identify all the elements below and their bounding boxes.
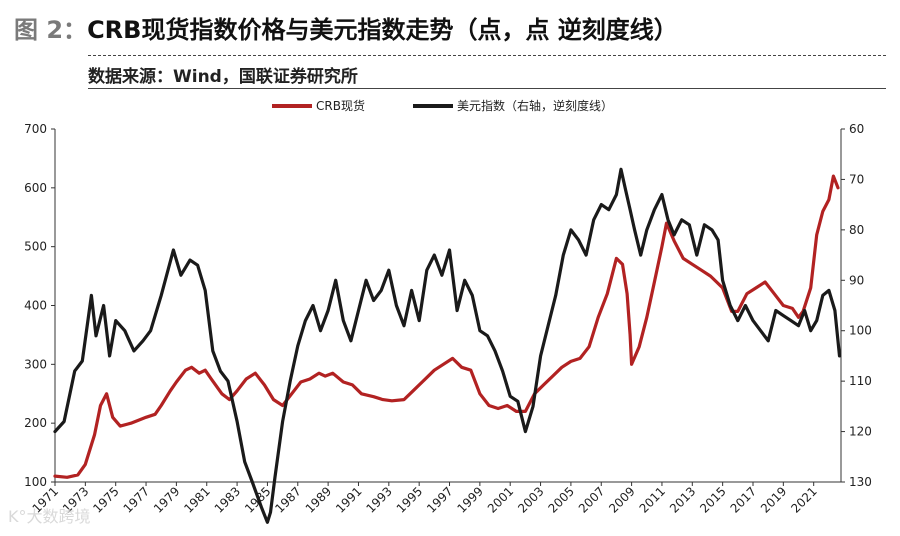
left-tick-label: 200 xyxy=(24,416,47,430)
x-tick-label: 1975 xyxy=(90,484,121,515)
left-tick-label: 300 xyxy=(24,357,47,371)
left-tick-label: 100 xyxy=(24,475,47,489)
chart-plot-area xyxy=(53,167,842,524)
x-tick-label: 2005 xyxy=(546,484,577,515)
legend-label-crb: CRB现货 xyxy=(316,98,365,113)
x-tick-label: 2007 xyxy=(576,484,607,515)
crb-spot-line xyxy=(53,174,840,479)
x-tick-label: 2021 xyxy=(788,484,819,515)
right-tick-label: 110 xyxy=(849,374,872,388)
x-tick-label: 1987 xyxy=(272,484,303,515)
x-tick-label: 1999 xyxy=(454,484,485,515)
x-tick-label: 2011 xyxy=(637,484,668,515)
title-divider xyxy=(88,55,886,56)
x-tick-label: 1977 xyxy=(121,484,152,515)
x-tick-label: 1993 xyxy=(363,484,394,515)
figure-title-text: CRB现货指数价格与美元指数走势（点，点 逆刻度线） xyxy=(87,16,678,44)
right-tick-label: 80 xyxy=(849,223,864,237)
x-tick-label: 2019 xyxy=(758,484,789,515)
x-tick-label: 2009 xyxy=(606,484,637,515)
x-tick-label: 1989 xyxy=(303,484,334,515)
right-tick-label: 70 xyxy=(849,172,864,186)
x-tick-label: 1981 xyxy=(181,484,212,515)
right-tick-label: 120 xyxy=(849,425,872,439)
figure-number: 图 2： xyxy=(14,16,88,44)
right-tick-label: 60 xyxy=(849,122,864,136)
x-tick-label: 2003 xyxy=(515,484,546,515)
source-note: 数据来源：Wind，国联证券研究所 xyxy=(88,67,358,87)
chart-legend: CRB现货 美元指数（右轴，逆刻度线） xyxy=(272,98,613,113)
usd-index-line xyxy=(53,167,842,524)
x-tick-label: 2001 xyxy=(485,484,516,515)
x-tick-label: 2015 xyxy=(697,484,728,515)
figure-title: 图 2：CRB现货指数价格与美元指数走势（点，点 逆刻度线） xyxy=(14,10,678,45)
left-tick-label: 600 xyxy=(24,181,47,195)
right-tick-label: 130 xyxy=(849,475,872,489)
x-tick-label: 2013 xyxy=(667,484,698,515)
x-tick-label: 1991 xyxy=(333,484,364,515)
watermark-logo: K°大数跨境 xyxy=(8,507,91,526)
x-tick-label: 1979 xyxy=(151,484,182,515)
header-rule xyxy=(88,88,886,89)
left-tick-label: 700 xyxy=(24,122,47,136)
chart-axes: 100 200 300 400 500 600 700 60 70 80 90 100 110 120 13… xyxy=(24,122,872,516)
x-tick-label: 1983 xyxy=(212,484,243,515)
right-tick-label: 100 xyxy=(849,324,872,338)
x-tick-label: 1995 xyxy=(394,484,425,515)
left-tick-label: 500 xyxy=(24,240,47,254)
x-tick-label: 2017 xyxy=(728,484,759,515)
legend-label-usd: 美元指数（右轴，逆刻度线） xyxy=(457,98,613,113)
right-tick-label: 90 xyxy=(849,273,864,287)
x-tick-label: 1997 xyxy=(424,484,455,515)
left-tick-label: 400 xyxy=(24,299,47,313)
